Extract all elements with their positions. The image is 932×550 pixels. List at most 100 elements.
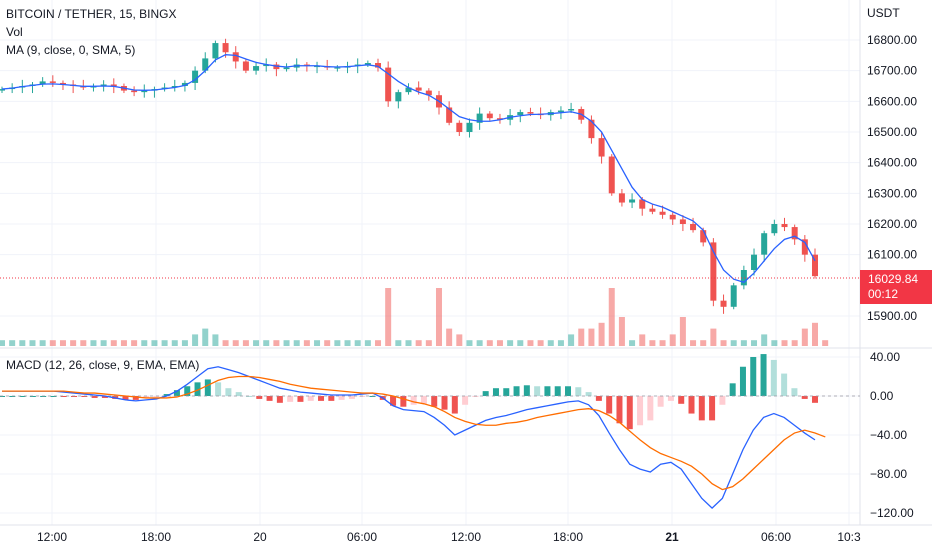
volume-bar [740, 340, 747, 346]
macd-legend[interactable]: MACD (12, 26, close, 9, EMA, EMA) [6, 358, 200, 372]
price-tick-label: 16500.00 [867, 125, 917, 139]
candle-body [476, 113, 483, 123]
volume-bar [222, 340, 229, 346]
macd-histogram-bar [616, 396, 623, 424]
macd-histogram-bar [534, 386, 541, 396]
candle-body [527, 112, 534, 114]
volume-bar [151, 340, 158, 346]
candle-body [0, 89, 5, 91]
volume-bar [690, 340, 697, 346]
volume-bar [232, 340, 239, 346]
macd-tick-label: −120.00 [870, 506, 914, 520]
macd-histogram-bar [739, 366, 746, 396]
price-tick-label: 16800.00 [867, 33, 917, 47]
volume-bar [314, 340, 321, 346]
symbol-title[interactable]: BITCOIN / TETHER, 15, BINGX [6, 7, 177, 21]
price-tick-label: 15900.00 [867, 309, 917, 323]
volume-bar [557, 340, 564, 346]
candle-body [202, 58, 209, 71]
candle-body [771, 224, 778, 234]
macd-histogram-bar [348, 396, 355, 399]
candle-body [59, 82, 66, 85]
volume-bar [80, 340, 87, 346]
candle-body [456, 122, 463, 132]
macd-histogram-bar [760, 354, 767, 396]
volume-bar [303, 340, 310, 346]
macd-histogram-bar [91, 396, 98, 398]
candle-body [761, 233, 768, 255]
macd-tick-label: 0.00 [870, 389, 894, 403]
candle-body [466, 122, 473, 132]
macd-histogram-bar [750, 357, 757, 396]
price-tick-label: 16200.00 [867, 217, 917, 231]
macd-histogram-bar [369, 396, 376, 397]
macd-histogram-bar [575, 387, 582, 396]
candle-body [141, 90, 148, 93]
macd-histogram-bar [173, 390, 180, 396]
candle-body [232, 52, 239, 62]
candle-body [253, 66, 260, 71]
macd-histogram-bar [307, 396, 314, 401]
volume-bar [679, 317, 686, 346]
candle-body [618, 193, 625, 203]
volume-bar [547, 340, 554, 346]
candle-body [212, 43, 219, 59]
macd-histogram-bar [492, 388, 499, 396]
volume-bar [496, 340, 503, 346]
macd-histogram-bar [338, 396, 345, 400]
volume-bar [537, 340, 544, 346]
candle-body [700, 230, 707, 243]
volume-bar [801, 328, 808, 346]
volume-bar [761, 334, 768, 346]
time-tick-label: 18:00 [553, 530, 583, 544]
candle-body [486, 113, 493, 119]
volume-bar [141, 340, 148, 346]
ma-legend[interactable]: MA (9, close, 0, SMA, 5) [6, 43, 136, 57]
macd-histogram-bar [637, 396, 644, 426]
volume-legend[interactable]: Vol [6, 25, 23, 39]
macd-histogram-bar [143, 396, 150, 398]
candle-body [598, 138, 605, 157]
macd-histogram-bar [235, 392, 242, 396]
macd-histogram-bar [132, 396, 139, 400]
time-tick-label: 10:3 [837, 530, 861, 544]
macd-histogram-bar [266, 396, 273, 401]
macd-histogram-bar [297, 396, 304, 402]
volume-bar [161, 340, 168, 346]
candle-body [283, 67, 290, 70]
candle-body [751, 254, 758, 270]
ma9-line [1, 54, 816, 283]
volume-bar [710, 328, 717, 346]
volume-bar [110, 340, 117, 346]
time-tick-label: 21 [665, 530, 679, 544]
macd-histogram-bar [318, 396, 325, 401]
volume-bar [486, 340, 493, 346]
macd-histogram-bar [420, 396, 427, 404]
volume-bar [466, 340, 473, 346]
candle-body [659, 211, 666, 215]
volume-bar [212, 334, 219, 346]
volume-bar [354, 340, 361, 346]
macd-histogram-bar [81, 396, 88, 397]
volume-bar [425, 340, 432, 346]
candle-body [669, 214, 676, 220]
price-tick-label: 16700.00 [867, 64, 917, 78]
macd-tick-label: −40.00 [870, 428, 907, 442]
price-tick-label: 16600.00 [867, 94, 917, 108]
candle-body [131, 90, 138, 93]
volume-bar [181, 340, 188, 346]
volume-bar [446, 328, 453, 346]
macd-histogram-bar [431, 396, 438, 407]
candle-body [629, 199, 636, 203]
volume-bar [375, 340, 382, 346]
macd-histogram-bar [657, 396, 664, 407]
volume-bar [649, 340, 656, 346]
candle-body [110, 84, 117, 86]
time-tick-label: 12:00 [451, 530, 481, 544]
volume-bar [415, 340, 422, 346]
volume-bar [324, 340, 331, 346]
macd-histogram-bar [688, 396, 695, 414]
macd-histogram-bar [50, 396, 57, 397]
volume-bar [395, 340, 402, 346]
